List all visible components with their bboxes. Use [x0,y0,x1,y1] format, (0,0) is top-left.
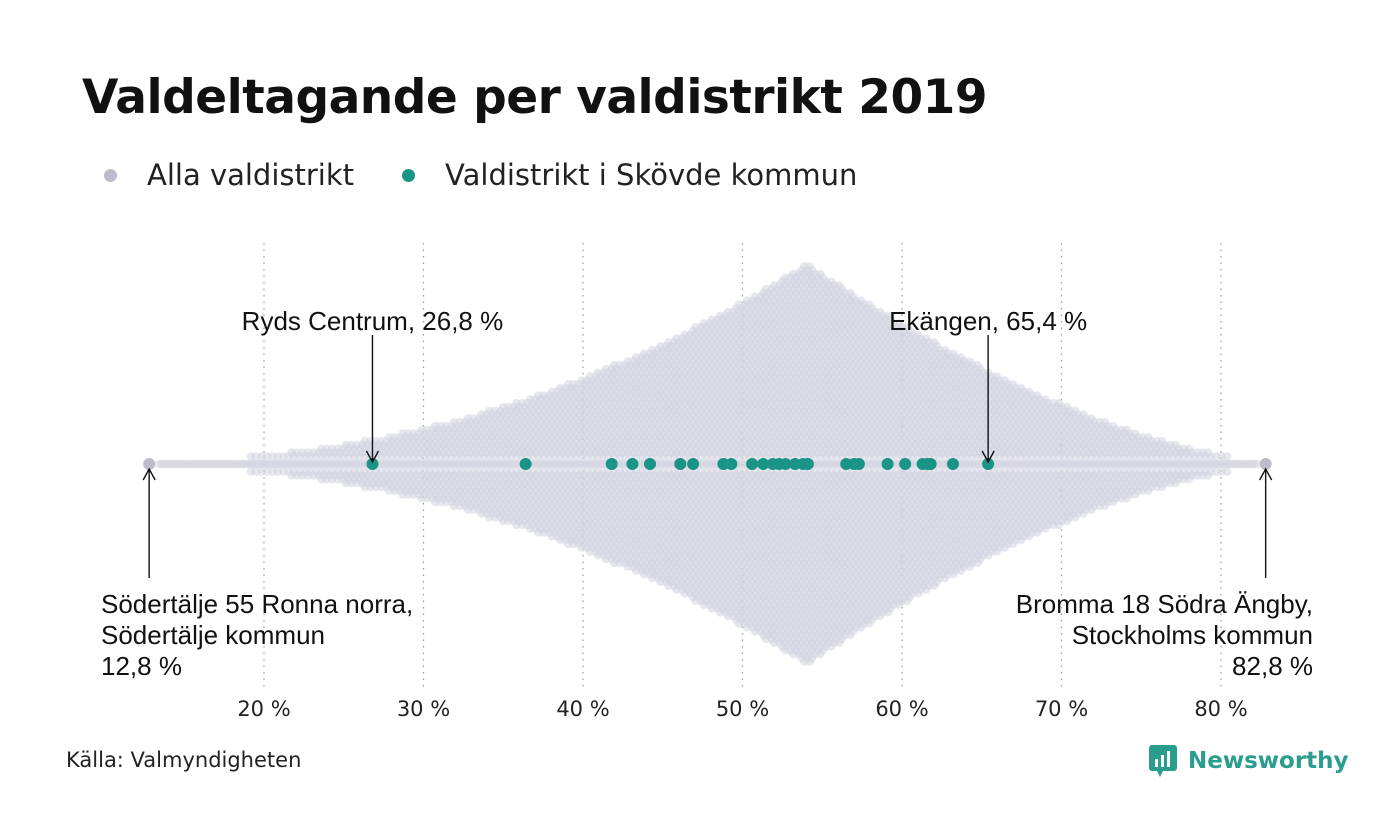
legend: Alla valdistrikt Valdistrikt i Skövde ko… [104,158,905,192]
legend-item-skovde: Valdistrikt i Skövde kommun [402,158,857,192]
legend-dot-skovde [402,168,416,182]
legend-item-all: Alla valdistrikt [104,158,354,192]
legend-label-skovde: Valdistrikt i Skövde kommun [445,158,858,192]
chart-title: Valdeltagande per valdistrikt 2019 [82,70,988,125]
legend-label-all: Alla valdistrikt [147,158,355,192]
legend-dot-all [104,168,117,182]
